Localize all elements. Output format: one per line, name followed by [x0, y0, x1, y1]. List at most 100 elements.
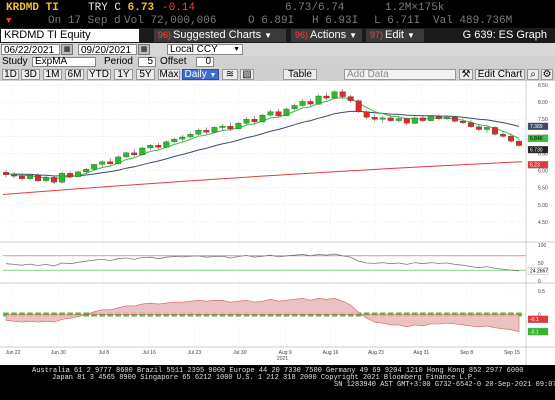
x-axis-label: Jul 30 [233, 350, 247, 356]
candle [243, 119, 250, 124]
study-select[interactable]: ExpMA [32, 57, 96, 67]
wrench-icon[interactable]: ⚒ [459, 69, 473, 80]
rsi-line [5, 253, 520, 272]
candle [227, 125, 234, 129]
suggested-charts-label: Suggested Charts [173, 29, 262, 41]
candle [307, 101, 314, 105]
period-1m-button[interactable]: 1M [43, 69, 62, 80]
candle [147, 145, 154, 149]
calendar-icon[interactable]: ▦ [138, 44, 150, 55]
zoom-icon[interactable]: ⌕ [527, 69, 539, 80]
edit-number: 97) [370, 30, 384, 40]
footer-copyright-line: Japan 81 3 4565 8900 Singapore 65 6212 1… [52, 374, 477, 382]
candle [35, 175, 42, 181]
candle [163, 141, 170, 148]
table-button[interactable]: Table [283, 69, 317, 80]
period-max-button[interactable]: Max [158, 69, 180, 80]
security-field[interactable]: KRDMD TI Equity [1, 29, 139, 42]
candlesticks [3, 89, 522, 185]
price-prefix: C [114, 2, 122, 14]
candle [347, 96, 354, 101]
period-bar: 1D 3D 1M 6M YTD 1Y 5Y Max Daily ▼ ≋ ▧ Ta… [0, 68, 555, 81]
rsi-axis-label: 50 [538, 261, 544, 267]
long-moving-average-line [2, 161, 523, 195]
candle [427, 116, 434, 121]
candle [435, 116, 442, 119]
x-axis-label: Aug 31 [413, 350, 429, 356]
chevron-down-icon: ▼ [233, 46, 240, 53]
period-ytd-button[interactable]: YTD [87, 69, 111, 80]
price-tag [527, 122, 549, 131]
y-axis-label: 7.50 [538, 117, 548, 123]
period-field[interactable]: 5 [138, 57, 156, 67]
candle [339, 91, 346, 97]
candle [475, 126, 482, 130]
start-date-field[interactable]: 06/22/2021 [1, 44, 60, 56]
trade-date: 17 Sep d [67, 15, 121, 27]
edit-button[interactable]: 97) Edit ▼ [366, 29, 424, 42]
y-axis-labels: 8.508.007.507.006.506.005.505.004.501005… [538, 83, 548, 319]
candle [51, 177, 58, 183]
bid-ask: 6.73/6.74 [285, 2, 345, 14]
candle [355, 100, 362, 112]
x-axis-label: Sep 15 [504, 350, 520, 356]
price-tag-label: 6.730 [530, 147, 543, 153]
suggested-charts-button[interactable]: 96) Suggested Charts ▼ [154, 29, 286, 42]
price-tag-label: 7.389 [530, 124, 543, 130]
candle [115, 156, 122, 164]
footer-contacts-line: Australia 61 2 9777 8600 Brazil 5511 239… [32, 367, 524, 375]
period-3d-button[interactable]: 3D [21, 69, 40, 80]
low-label: L [374, 15, 381, 27]
frequency-select[interactable]: Daily ▼ [182, 69, 219, 80]
chart-area[interactable]: Jun 22 Jun 30 Jul 8 Jul 16 Jul 23 Jul 30 Aug 9… [0, 81, 555, 365]
candle [451, 117, 458, 122]
period-5y-button[interactable]: 5Y [136, 69, 155, 80]
edit-chart-button[interactable]: Edit Chart [475, 69, 525, 80]
currency-select-value: Local CCY [170, 44, 218, 55]
price-tag [527, 134, 549, 143]
settings-icon[interactable]: ⚙ [541, 69, 553, 80]
low-price: 6.71I [387, 15, 421, 27]
on-label: On [48, 15, 62, 27]
candle [363, 111, 370, 118]
candle [83, 169, 90, 173]
price-chart[interactable]: Jun 22 Jun 30 Jul 8 Jul 16 Jul 23 Jul 30 Aug 9… [0, 81, 555, 365]
candle [219, 125, 226, 128]
candle [379, 117, 386, 120]
ticker: KRDMD TI [6, 2, 59, 14]
end-date-field[interactable]: 09/20/2021 [78, 44, 137, 56]
candle [211, 127, 218, 133]
x-axis-label: Aug 23 [368, 350, 384, 356]
candle [123, 152, 130, 158]
chevron-down-icon: ▼ [264, 31, 272, 40]
price-tags: 7.389 6.846 6.730 6.23 24.2667 -0.1 -0.1 [527, 122, 549, 336]
macd-signal-area [5, 297, 520, 332]
candle [171, 138, 178, 142]
offset-field[interactable]: 0 [196, 57, 214, 67]
candle [155, 145, 162, 148]
price-tag [527, 327, 549, 336]
actions-button[interactable]: 96) Actions ▼ [291, 29, 362, 42]
volume: 72,000,006 [150, 15, 217, 27]
period-1y-button[interactable]: 1Y [114, 69, 133, 80]
bar-chart-icon[interactable]: ▧ [240, 69, 254, 80]
candle [259, 114, 266, 123]
period-6m-button[interactable]: 6M [65, 69, 84, 80]
candle [483, 127, 490, 130]
year-label: 2021 [277, 356, 288, 362]
candle [459, 121, 466, 123]
y-axis-label: 5.00 [538, 203, 548, 209]
period-1d-button[interactable]: 1D [2, 69, 19, 80]
add-data-input[interactable]: Add Data [344, 69, 456, 80]
candle [283, 108, 290, 116]
study-label: Study [2, 56, 28, 67]
calendar-icon[interactable]: ▦ [61, 44, 73, 55]
candle [275, 111, 282, 116]
down-arrow-icon: ▼ [6, 16, 12, 26]
candle [500, 134, 506, 137]
line-chart-icon[interactable]: ≋ [222, 69, 238, 80]
candle [371, 117, 378, 120]
candle [443, 117, 450, 119]
currency-select[interactable]: Local CCY ▼ [167, 44, 243, 55]
y-axis-label: 8.00 [538, 100, 548, 106]
